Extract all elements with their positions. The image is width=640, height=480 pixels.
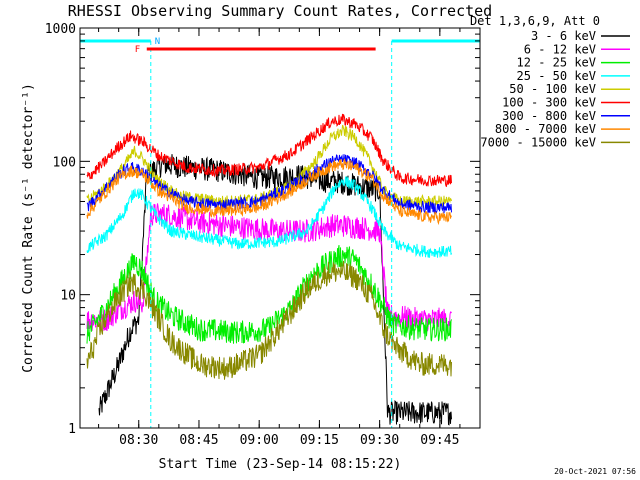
y-tick-label-2: 10 — [60, 289, 76, 304]
plot-frame — [79, 27, 481, 429]
series-line-3 — [86, 245, 452, 344]
legend-title: Det 1,3,6,9, Att 0 — [470, 14, 600, 28]
y-tick-label-4: 1000 — [45, 22, 76, 37]
x-tick-label-3: 09:00 — [240, 433, 279, 448]
legend-label-4: 25 - 50 keV — [517, 69, 596, 83]
legend-label-5: 50 - 100 keV — [509, 82, 596, 96]
legend-label-9: 7000 - 15000 keV — [480, 135, 596, 149]
axes-layer: 08:30 08:45 09:00 09:15 09:30 09:45 1 10 100 1000 — [45, 22, 481, 448]
chart-title: RHESSI Observing Summary Count Rates, Co… — [68, 2, 492, 20]
x-tick-label-4: 09:15 — [300, 433, 339, 448]
x-axis-label: Start Time (23-Sep-14 08:15:22) — [159, 457, 402, 472]
legend-label-8: 800 - 7000 keV — [495, 122, 596, 136]
timestamp: 20-Oct-2021 07:56 — [554, 467, 636, 476]
series-line-8 — [86, 158, 452, 226]
annotation-layer: NF — [80, 37, 480, 428]
series-line-6 — [86, 113, 452, 188]
x-tick-label-5: 09:30 — [360, 433, 399, 448]
legend-label-2: 6 - 12 keV — [524, 42, 596, 56]
x-tick-label-2: 08:45 — [179, 433, 218, 448]
y-tick-label-3: 100 — [53, 155, 76, 170]
x-tick-label-6: 09:45 — [420, 433, 459, 448]
y-tick-label-1: 1 — [68, 422, 76, 437]
series-line-9 — [86, 260, 452, 380]
series-layer — [86, 113, 452, 426]
legend-label-1: 3 - 6 keV — [531, 29, 596, 43]
legend-label-3: 12 - 25 keV — [517, 56, 596, 70]
y-axis-label: Corrected Count Rate (s⁻¹ detector⁻¹) — [21, 83, 36, 373]
flare-label: F — [135, 45, 140, 55]
night-label: N — [155, 37, 160, 47]
series-line-4 — [86, 176, 452, 258]
legend-label-6: 100 - 300 keV — [502, 96, 596, 110]
legend-label-7: 300 - 800 keV — [502, 109, 596, 123]
x-tick-label-1: 08:30 — [119, 433, 158, 448]
